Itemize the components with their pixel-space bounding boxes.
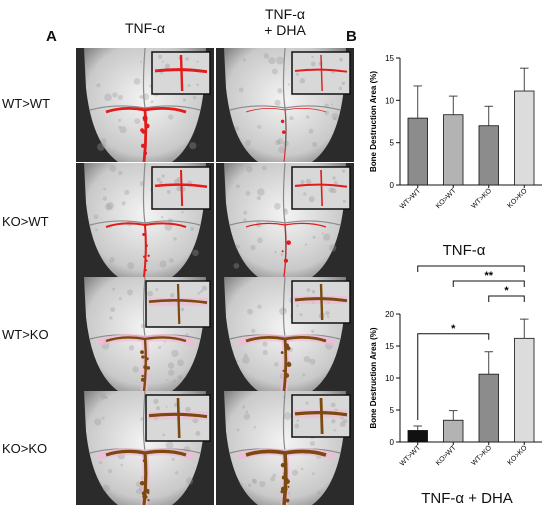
micro-ct-image-wt-wt-tnf-dha bbox=[216, 48, 354, 162]
chart1-y-tick-label: 0 bbox=[390, 181, 395, 190]
chart2-x-tick-label: KO>KO bbox=[507, 444, 530, 467]
chart1-y-tick-label: 5 bbox=[390, 139, 395, 148]
chart2-significance-label: * bbox=[504, 285, 509, 297]
chart2-y-tick-label: 20 bbox=[385, 310, 394, 319]
chart1-x-tick-label: KO>WT bbox=[435, 187, 458, 210]
chart2-y-tick-label: 5 bbox=[390, 406, 395, 415]
chart1-x-tick-label: WT>KO bbox=[470, 187, 493, 210]
chart2-bar-ko-wt bbox=[443, 419, 464, 443]
micro-ct-image-wt-ko-tnf bbox=[76, 277, 214, 391]
micro-ct-image-ko-wt-tnf-dha bbox=[216, 163, 354, 277]
chart2-y-tick-label: 15 bbox=[385, 342, 394, 351]
panel-b-label: B bbox=[346, 28, 357, 45]
chart2-y-tick-label: 10 bbox=[385, 374, 394, 383]
chart1-bar-wt-wt bbox=[407, 117, 428, 186]
chart2-significance-bracket bbox=[452, 280, 525, 287]
chart1-y-tick-label: 15 bbox=[385, 54, 394, 63]
chart2-bar-wt-wt bbox=[407, 430, 428, 443]
chart2-significance-bracket bbox=[417, 265, 525, 272]
chart1-bar-wt-ko bbox=[478, 125, 499, 186]
micro-ct-image-wt-ko-tnf-dha bbox=[216, 277, 354, 391]
chart1-bar-ko-ko bbox=[514, 90, 535, 186]
chart-tnf-alpha: Bone Destruction Area (%) 0 5 10 15 WT>WT KO>W… bbox=[369, 54, 542, 211]
chart2-x-tick-label: KO>WT bbox=[435, 444, 458, 467]
row-label-ko-ko: KO>KO bbox=[2, 441, 48, 456]
micro-ct-image-wt-wt-tnf bbox=[76, 48, 214, 162]
column-heading-tnf-dha: TNF-α + DHA bbox=[264, 6, 306, 38]
chart2-x-tick-label: WT>WT bbox=[399, 444, 423, 468]
chart1-y-tick-label: 10 bbox=[385, 96, 394, 105]
chart2-bar-ko-ko bbox=[514, 337, 535, 443]
chart1-y-axis-label: Bone Destruction Area (%) bbox=[369, 71, 378, 172]
chart2-significance-label: ** bbox=[467, 262, 476, 267]
chart1-bar-ko-wt bbox=[443, 114, 464, 186]
chart-title-tnf-alpha: TNF-α bbox=[442, 242, 486, 259]
chart2-significance-bracket bbox=[488, 295, 525, 302]
chart2-significance-label: * bbox=[451, 323, 456, 335]
chart1-x-tick-label: KO>KO bbox=[507, 187, 530, 210]
chart-title-tnf-alpha-dha: TNF-α + DHA bbox=[421, 490, 513, 507]
chart2-x-tick-label: WT>KO bbox=[470, 444, 493, 467]
panel-a-label: A bbox=[46, 28, 57, 45]
chart2-y-axis-label: Bone Destruction Area (%) bbox=[369, 327, 378, 428]
micro-ct-image-ko-ko-tnf-dha bbox=[216, 391, 354, 505]
row-label-wt-wt: WT>WT bbox=[2, 96, 51, 111]
micro-ct-image-ko-wt-tnf bbox=[76, 163, 214, 277]
chart2-significance-bracket bbox=[417, 333, 490, 420]
row-label-wt-ko: WT>KO bbox=[2, 327, 49, 342]
column-heading-tnf: TNF-α bbox=[125, 20, 165, 36]
chart2-bar-wt-ko bbox=[478, 373, 499, 443]
chart2-y-tick-label: 0 bbox=[390, 438, 395, 447]
chart1-x-tick-label: WT>WT bbox=[399, 187, 423, 211]
row-label-ko-wt: KO>WT bbox=[2, 214, 49, 229]
chart2-significance-label: ** bbox=[484, 270, 493, 282]
chart-tnf-alpha-dha: Bone Destruction Area (%) 0 5 10 15 20 WT>WT KO… bbox=[369, 262, 542, 468]
micro-ct-image-ko-ko-tnf bbox=[76, 391, 214, 505]
